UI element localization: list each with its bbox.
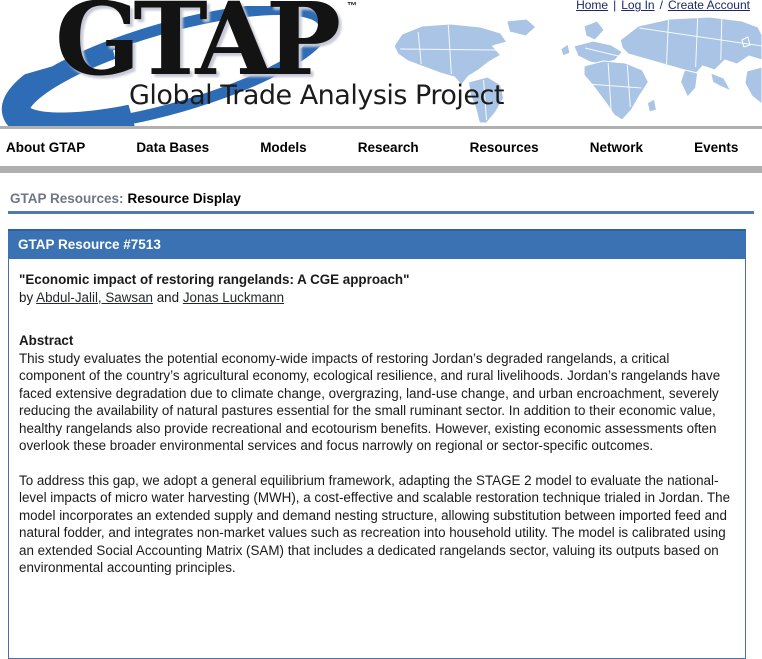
world-map-image xyxy=(388,12,762,124)
main-navigation-items: About GTAP Data Bases Models Research Re… xyxy=(0,129,762,166)
home-link[interactable]: Home xyxy=(576,0,609,12)
resource-byline: by Abdul-Jalil, Sawsan and Jonas Luckman… xyxy=(19,289,735,307)
site-header: Home | Log In / Create Account GTAP ™ Global… xyxy=(0,0,762,126)
create-account-link[interactable]: Create Account xyxy=(667,0,750,12)
nav-item-resources[interactable]: Resources xyxy=(469,140,539,155)
login-link[interactable]: Log In xyxy=(621,0,655,12)
main-navigation: About GTAP Data Bases Models Research Re… xyxy=(0,126,762,173)
nav-item-data-bases[interactable]: Data Bases xyxy=(136,140,210,155)
gtap-logo-link[interactable]: GTAP ™ Global Trade Analysis Project xyxy=(0,0,520,126)
nav-item-research[interactable]: Research xyxy=(357,140,419,155)
abstract-paragraph-2: To address this gap, we adopt a general … xyxy=(19,472,731,576)
abstract-heading: Abstract xyxy=(19,333,74,348)
resource-title: "Economic impact of restoring rangelands… xyxy=(19,272,410,287)
byline-connector: and xyxy=(156,289,180,305)
resource-box-body: "Economic impact of restoring rangelands… xyxy=(8,259,746,659)
gtap-logo-text: GTAP xyxy=(55,0,341,98)
link-separator: | xyxy=(613,0,617,12)
author-link[interactable]: Abdul-Jalil, Sawsan xyxy=(36,289,153,305)
byline-prefix: by xyxy=(19,289,34,305)
resource-box-header: GTAP Resource #7513 xyxy=(8,229,746,259)
nav-item-events[interactable]: Events xyxy=(694,140,739,155)
world-map-graphic xyxy=(393,16,762,124)
nav-item-network[interactable]: Network xyxy=(589,140,644,155)
gtap-logo-tagline: Global Trade Analysis Project xyxy=(129,80,504,111)
breadcrumb-section[interactable]: GTAP Resources: xyxy=(10,191,124,206)
nav-item-about-gtap[interactable]: About GTAP xyxy=(6,140,86,155)
breadcrumb: GTAP Resources: Resource Display xyxy=(8,191,754,214)
gtap-swoosh-graphic xyxy=(1,6,330,126)
author-link[interactable]: Jonas Luckmann xyxy=(182,289,285,305)
link-separator: / xyxy=(659,0,663,12)
page-title: Resource Display xyxy=(127,191,241,206)
abstract-paragraph-1: This study evaluates the potential econo… xyxy=(19,350,721,454)
nav-item-models[interactable]: Models xyxy=(260,140,307,155)
trademark-symbol: ™ xyxy=(347,1,357,12)
resource-box: GTAP Resource #7513 "Economic impact of … xyxy=(8,229,746,659)
account-links: Home | Log In / Create Account xyxy=(576,0,750,12)
